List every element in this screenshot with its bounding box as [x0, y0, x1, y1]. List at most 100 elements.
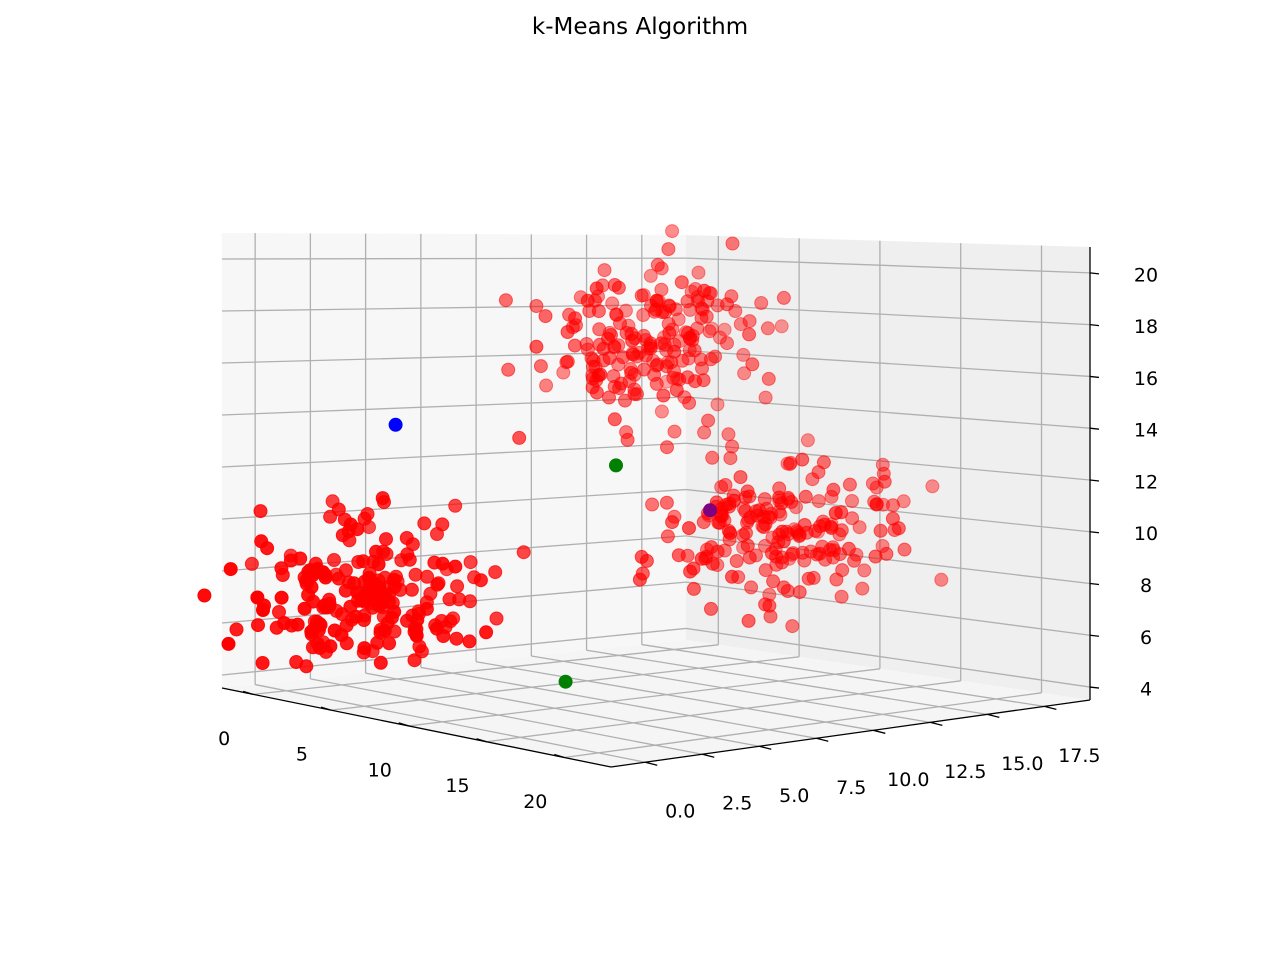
z-tick: [1089, 324, 1100, 327]
y-tick: [987, 713, 1000, 718]
y-tick: [873, 729, 886, 734]
z-tick-label: 8: [1140, 575, 1152, 597]
data-point-cluster-3: [589, 385, 604, 400]
data-point-cluster-3: [498, 293, 513, 308]
data-point-cluster-2: [756, 510, 771, 525]
x-axis-line: [221, 687, 612, 768]
data-point-cluster-1: [274, 561, 289, 576]
data-point-cluster-2: [721, 427, 736, 442]
data-point-cluster-3: [589, 281, 604, 296]
y-tick-label: 5.0: [779, 785, 809, 807]
data-point-cluster-3: [636, 362, 651, 377]
data-point-cluster-2: [632, 572, 647, 587]
data-point-cluster-3: [669, 383, 684, 398]
y-tick-label: 0.0: [665, 801, 695, 823]
grid-y-floor: [475, 661, 874, 731]
axis-lines: [221, 247, 1091, 768]
grid-y-floor: [531, 655, 931, 723]
data-point-cluster-2: [800, 433, 815, 448]
data-point-cluster-2: [885, 511, 900, 526]
data-point-cluster-1: [370, 635, 385, 650]
data-point-cluster-1: [473, 573, 488, 588]
centroid-marker-2: [558, 674, 573, 689]
data-point-cluster-2: [812, 546, 827, 561]
data-point-cluster-2: [733, 470, 748, 485]
y-tick-label: 10.0: [887, 769, 929, 791]
data-point-cluster-3: [687, 343, 702, 358]
z-tick-label: 12: [1134, 471, 1158, 493]
data-point-cluster-3: [742, 327, 757, 342]
data-point-cluster-1: [229, 622, 244, 637]
z-tick-label: 4: [1140, 679, 1152, 701]
data-point-cluster-2: [723, 526, 738, 541]
data-point-cluster-3: [636, 308, 651, 322]
data-point-cluster-3: [539, 378, 554, 393]
data-point-cluster-1: [420, 569, 435, 584]
data-point-cluster-3: [649, 293, 664, 308]
data-point-cluster-3: [634, 288, 649, 303]
data-point-cluster-3: [568, 311, 583, 326]
data-point-cluster-1: [244, 556, 259, 571]
data-point-cluster-2: [869, 497, 884, 512]
data-point-cluster-1: [382, 636, 397, 651]
data-point-cluster-3: [717, 322, 732, 337]
data-point-cluster-2: [701, 413, 716, 428]
data-point-cluster-1: [408, 567, 423, 582]
data-point-cluster-2: [826, 482, 841, 497]
data-point-cluster-2: [671, 548, 686, 563]
data-point-cluster-1: [430, 577, 445, 592]
data-point-cluster-1: [449, 631, 464, 646]
data-point-cluster-2: [740, 484, 755, 499]
data-point-cluster-3: [560, 325, 575, 339]
x-tick: [242, 690, 254, 695]
data-point-cluster-3: [643, 341, 658, 356]
grid-z-back: [221, 303, 687, 312]
data-point-cluster-2: [660, 440, 674, 455]
data-point-cluster-2: [780, 456, 795, 471]
data-point-cluster-2: [828, 506, 843, 520]
data-point-cluster-3: [697, 425, 712, 440]
data-point-cluster-3: [674, 275, 689, 290]
data-point-cluster-3: [697, 283, 712, 298]
data-point-cluster-3: [533, 359, 548, 374]
data-point-cluster-1: [402, 552, 417, 567]
data-point-cluster-2: [772, 490, 787, 505]
data-point-cluster-2: [798, 489, 813, 504]
z-tick-label: 10: [1134, 523, 1158, 545]
data-point-cluster-1: [429, 621, 444, 636]
data-point-cluster-3: [667, 344, 682, 359]
data-point-cluster-2: [659, 495, 674, 510]
y-tick-label: 15.0: [1001, 753, 1043, 775]
data-point-cluster-2: [845, 511, 860, 526]
data-point-cluster-3: [667, 424, 682, 439]
data-point-cluster-1: [357, 511, 372, 526]
grid-z-back: [221, 257, 687, 260]
data-point-cluster-3: [655, 305, 670, 320]
data-point-cluster-3: [602, 390, 616, 405]
x-tick: [320, 706, 332, 711]
grid-y-floor: [255, 683, 646, 763]
data-point-cluster-2: [873, 523, 888, 538]
data-point-cluster-1: [221, 636, 236, 651]
data-point-cluster-3: [580, 293, 595, 308]
data-point-cluster-1: [369, 544, 383, 559]
data-point-cluster-1: [293, 551, 308, 566]
data-point-cluster-1: [407, 653, 422, 668]
y-tick-label: 17.5: [1058, 745, 1100, 767]
chart-title: k-Means Algorithm: [531, 14, 749, 40]
data-point-cluster-1: [304, 580, 319, 595]
data-point-cluster-3: [725, 236, 740, 251]
grid-z-side: [685, 396, 1091, 429]
data-point-cluster-3: [650, 257, 665, 272]
data-point-cluster-2: [766, 574, 781, 589]
data-point-cluster-2: [797, 518, 812, 532]
data-point-cluster-1: [448, 559, 463, 574]
data-point-cluster-1: [327, 553, 341, 567]
data-point-cluster-1: [435, 517, 450, 532]
data-point-cluster-2: [817, 517, 832, 532]
y-tick: [816, 737, 829, 742]
data-point-cluster-1: [462, 634, 477, 649]
data-points: [197, 224, 949, 689]
data-point-cluster-2: [686, 581, 701, 596]
data-point-cluster-1: [290, 617, 305, 632]
